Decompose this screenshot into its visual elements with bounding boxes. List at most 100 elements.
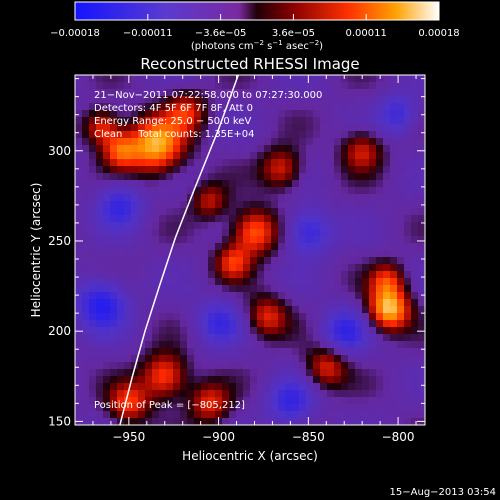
heatmap-cell <box>418 236 425 244</box>
heatmap-cell <box>215 208 223 216</box>
colorbar-ticks: −0.00018 −0.00011 −3.6e−05 3.6e−05 0.00011 0.… <box>50 14 460 39</box>
heatmap-cell <box>313 124 321 132</box>
heatmap-cell <box>383 201 391 209</box>
heatmap-cell <box>292 362 300 370</box>
heatmap-cell <box>89 124 97 132</box>
heatmap-cell <box>264 411 272 419</box>
heatmap-cell <box>257 376 265 384</box>
heatmap-cell <box>229 362 237 370</box>
heatmap-cell <box>236 75 244 83</box>
heatmap-cell <box>75 299 83 307</box>
heatmap-cell <box>271 334 279 342</box>
heatmap-cell <box>117 229 125 237</box>
heatmap-cell <box>362 215 370 223</box>
heatmap-cell <box>376 117 384 125</box>
heatmap-cell <box>187 411 195 419</box>
heatmap-cell <box>187 222 195 230</box>
heatmap-cell <box>89 166 97 174</box>
heatmap-cell <box>173 341 181 349</box>
heatmap-cell <box>222 348 230 356</box>
heatmap-cell <box>285 278 293 286</box>
heatmap-cell <box>264 278 272 286</box>
heatmap-cell <box>264 306 272 314</box>
heatmap-cell <box>411 243 419 251</box>
heatmap-cell <box>383 103 391 111</box>
heatmap-cell <box>229 166 237 174</box>
heatmap-cell <box>145 208 153 216</box>
heatmap-cell <box>397 82 405 90</box>
heatmap-cell <box>159 404 167 412</box>
heatmap-cell <box>96 82 104 90</box>
heatmap-cell <box>404 362 412 370</box>
heatmap-cell <box>320 299 328 307</box>
heatmap-cell <box>243 355 251 363</box>
heatmap-cell <box>278 278 286 286</box>
heatmap-cell <box>194 124 202 132</box>
heatmap-cell <box>187 208 195 216</box>
heatmap-cell <box>131 348 139 356</box>
heatmap-cell <box>418 159 425 167</box>
heatmap-cell <box>173 320 181 328</box>
heatmap-cell <box>383 159 391 167</box>
heatmap-cell <box>390 138 398 146</box>
heatmap-cell <box>187 138 195 146</box>
heatmap-cell <box>173 271 181 279</box>
heatmap-cell <box>320 103 328 111</box>
heatmap-cell <box>131 152 139 160</box>
heatmap-cell <box>243 194 251 202</box>
heatmap-cell <box>362 89 370 97</box>
heatmap-cell <box>89 397 97 405</box>
heatmap-cell <box>110 180 118 188</box>
heatmap-cell <box>411 173 419 181</box>
heatmap-cell <box>334 159 342 167</box>
heatmap-cell <box>299 313 307 321</box>
heatmap-cell <box>299 138 307 146</box>
heatmap-cell <box>96 117 104 125</box>
heatmap-cell <box>89 369 97 377</box>
heatmap-cell <box>187 257 195 265</box>
heatmap-cell <box>159 159 167 167</box>
heatmap-cell <box>313 201 321 209</box>
heatmap-cell <box>355 138 363 146</box>
heatmap-cell <box>222 89 230 97</box>
heatmap-cell <box>124 250 132 258</box>
heatmap-cell <box>376 327 384 335</box>
heatmap-cell <box>103 411 111 419</box>
heatmap-cell <box>271 159 279 167</box>
heatmap-cell <box>376 229 384 237</box>
heatmap-cell <box>250 75 258 83</box>
heatmap-cell <box>173 194 181 202</box>
heatmap-cell <box>208 145 216 153</box>
heatmap-cell <box>75 222 83 230</box>
heatmap-cell <box>376 320 384 328</box>
heatmap-cell <box>103 96 111 104</box>
heatmap-cell <box>215 341 223 349</box>
heatmap-cell <box>292 82 300 90</box>
heatmap-cell <box>250 110 258 118</box>
heatmap-cell <box>327 355 335 363</box>
heatmap-cell <box>334 271 342 279</box>
heatmap-cell <box>264 355 272 363</box>
heatmap-cell <box>138 320 146 328</box>
heatmap-cell <box>348 194 356 202</box>
heatmap-cell <box>292 355 300 363</box>
heatmap-cell <box>180 229 188 237</box>
heatmap-cell <box>320 208 328 216</box>
heatmap-cell <box>138 201 146 209</box>
heatmap-cell <box>173 306 181 314</box>
heatmap-cell <box>362 299 370 307</box>
heatmap-cell <box>397 243 405 251</box>
heatmap-cell <box>404 264 412 272</box>
heatmap-cell <box>236 236 244 244</box>
heatmap-cell <box>82 229 90 237</box>
heatmap-cell <box>341 159 349 167</box>
heatmap-cell <box>369 75 377 83</box>
heatmap-cell <box>152 173 160 181</box>
heatmap-cell <box>397 222 405 230</box>
heatmap-cell <box>82 166 90 174</box>
heatmap-cell <box>292 124 300 132</box>
heatmap-cell <box>89 145 97 153</box>
heatmap-cell <box>285 327 293 335</box>
heatmap-cell <box>243 173 251 181</box>
heatmap-cell <box>187 96 195 104</box>
